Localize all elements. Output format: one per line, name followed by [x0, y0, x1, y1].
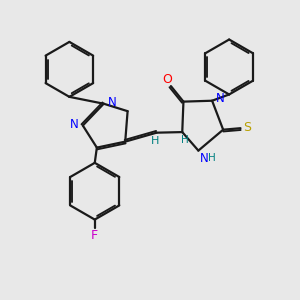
- Text: N: N: [108, 96, 117, 109]
- Text: N: N: [216, 92, 224, 105]
- Text: N: N: [70, 118, 78, 130]
- Text: F: F: [91, 229, 98, 242]
- Text: H: H: [181, 135, 188, 145]
- Text: N: N: [200, 152, 208, 165]
- Text: H: H: [151, 136, 159, 146]
- Text: O: O: [162, 73, 172, 86]
- Text: S: S: [243, 121, 251, 134]
- Text: H: H: [208, 153, 216, 163]
